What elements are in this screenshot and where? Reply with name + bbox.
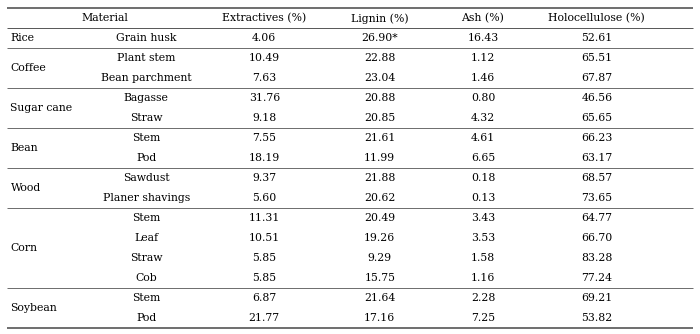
Text: 46.56: 46.56 [581,93,612,103]
Text: 20.49: 20.49 [364,213,395,223]
Text: 18.19: 18.19 [248,153,280,163]
Text: 2.28: 2.28 [471,293,495,303]
Text: 17.16: 17.16 [364,313,395,323]
Text: Leaf: Leaf [134,233,158,243]
Text: Bean parchment: Bean parchment [101,73,192,83]
Text: 21.77: 21.77 [248,313,280,323]
Text: 4.32: 4.32 [471,113,495,123]
Text: 65.65: 65.65 [581,113,612,123]
Text: 77.24: 77.24 [581,273,612,283]
Text: 22.88: 22.88 [364,53,395,63]
Text: 7.55: 7.55 [252,133,276,143]
Text: 23.04: 23.04 [364,73,395,83]
Text: 1.46: 1.46 [471,73,495,83]
Text: Coffee: Coffee [10,63,46,73]
Text: 3.43: 3.43 [471,213,495,223]
Text: Plant stem: Plant stem [117,53,176,63]
Text: Straw: Straw [130,113,162,123]
Text: 5.85: 5.85 [252,273,276,283]
Text: 31.76: 31.76 [248,93,280,103]
Text: Planer shavings: Planer shavings [103,193,190,203]
Text: Corn: Corn [10,243,38,253]
Text: 0.80: 0.80 [471,93,495,103]
Text: Ash (%): Ash (%) [461,13,505,23]
Text: Grain husk: Grain husk [116,33,176,43]
Text: Holocellulose (%): Holocellulose (%) [548,13,645,23]
Text: Soybean: Soybean [10,303,57,313]
Text: 66.23: 66.23 [581,133,612,143]
Text: 3.53: 3.53 [471,233,495,243]
Text: Straw: Straw [130,253,162,263]
Text: 11.99: 11.99 [364,153,395,163]
Text: 64.77: 64.77 [581,213,612,223]
Text: 1.12: 1.12 [471,53,495,63]
Text: Pod: Pod [136,153,156,163]
Text: 9.29: 9.29 [368,253,392,263]
Text: Rice: Rice [10,33,34,43]
Text: 21.64: 21.64 [364,293,395,303]
Text: 69.21: 69.21 [581,293,612,303]
Text: 11.31: 11.31 [248,213,280,223]
Text: 53.82: 53.82 [581,313,612,323]
Text: 7.63: 7.63 [252,73,276,83]
Text: 6.87: 6.87 [252,293,276,303]
Text: 1.58: 1.58 [471,253,495,263]
Text: 63.17: 63.17 [581,153,612,163]
Text: 21.88: 21.88 [364,173,395,183]
Text: 66.70: 66.70 [581,233,612,243]
Text: Wood: Wood [10,183,41,193]
Text: 10.51: 10.51 [248,233,280,243]
Text: 1.16: 1.16 [471,273,495,283]
Text: Cob: Cob [135,273,158,283]
Text: Material: Material [82,13,128,23]
Text: 68.57: 68.57 [581,173,612,183]
Text: 16.43: 16.43 [468,33,498,43]
Text: 0.18: 0.18 [471,173,495,183]
Text: 4.61: 4.61 [471,133,495,143]
Text: 21.61: 21.61 [364,133,395,143]
Text: 7.25: 7.25 [471,313,495,323]
Text: Stem: Stem [132,133,160,143]
Text: 20.88: 20.88 [364,93,395,103]
Text: Lignin (%): Lignin (%) [351,13,409,24]
Text: Stem: Stem [132,293,160,303]
Text: 19.26: 19.26 [364,233,395,243]
Text: 83.28: 83.28 [581,253,612,263]
Text: 65.51: 65.51 [581,53,612,63]
Text: 6.65: 6.65 [471,153,495,163]
Text: 0.13: 0.13 [471,193,495,203]
Text: 52.61: 52.61 [581,33,612,43]
Text: 67.87: 67.87 [581,73,612,83]
Text: 15.75: 15.75 [364,273,395,283]
Text: 5.85: 5.85 [252,253,276,263]
Text: 10.49: 10.49 [248,53,280,63]
Text: Bean: Bean [10,143,38,153]
Text: 26.90*: 26.90* [361,33,398,43]
Text: 5.60: 5.60 [252,193,276,203]
Text: 20.85: 20.85 [364,113,395,123]
Text: 20.62: 20.62 [364,193,395,203]
Text: 73.65: 73.65 [581,193,612,203]
Text: Stem: Stem [132,213,160,223]
Text: 9.18: 9.18 [252,113,276,123]
Text: Sawdust: Sawdust [123,173,169,183]
Text: Extractives (%): Extractives (%) [222,13,307,23]
Text: Bagasse: Bagasse [124,93,169,103]
Text: 9.37: 9.37 [252,173,276,183]
Text: Pod: Pod [136,313,156,323]
Text: Sugar cane: Sugar cane [10,103,73,113]
Text: 4.06: 4.06 [252,33,276,43]
